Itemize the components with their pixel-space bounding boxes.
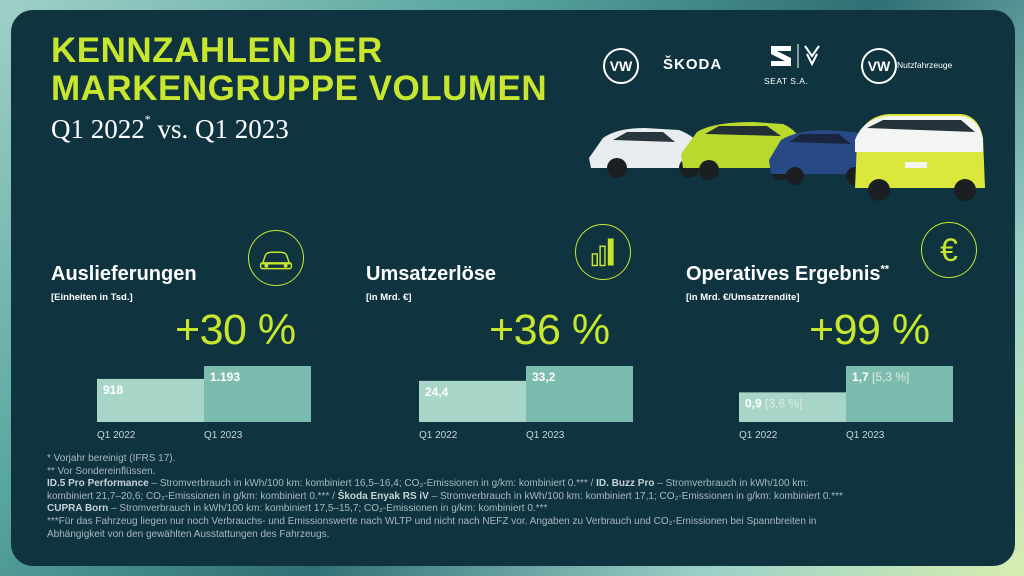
kpi-unit: [Einheiten in Tsd.] bbox=[51, 292, 133, 303]
vw-nutzfahrzeuge-logo-icon: VW bbox=[861, 48, 897, 84]
category-label: Q1 2022 bbox=[739, 430, 778, 441]
kpi-title: Operatives Ergebnis** bbox=[686, 263, 889, 286]
footnote-text: – Stromverbrauch in kWh/100 km: kombinie… bbox=[108, 503, 548, 515]
car-model-name: Škoda Enyak RS iV bbox=[337, 490, 429, 502]
bar-value-label: 1,7 [5,3 %] bbox=[852, 370, 909, 384]
footnote-2: ** Vor Sondereinflüssen. bbox=[47, 465, 156, 477]
white-suv-icon bbox=[589, 128, 711, 178]
subtitle: Q1 2022* vs. Q1 2023 bbox=[51, 112, 289, 145]
footnote-text: – Stromverbrauch in kWh/100 km: kombinie… bbox=[428, 490, 843, 502]
subtitle-period-b: vs. Q1 2023 bbox=[150, 114, 289, 144]
vw-logo-icon: VW bbox=[603, 48, 639, 84]
footnote-5: CUPRA Born – Stromverbrauch in kWh/100 k… bbox=[47, 503, 997, 516]
bar-q1-2022 bbox=[97, 378, 204, 422]
footnote-4: kombiniert 21,7–20,6; CO₂-Emissionen in … bbox=[47, 491, 997, 504]
bar-q1-2023 bbox=[846, 366, 953, 422]
footnote-1: * Vorjahr bereinigt (IFRS 17). bbox=[47, 453, 176, 464]
category-label: Q1 2023 bbox=[846, 430, 885, 441]
kpi-title-text: Operatives Ergebnis bbox=[686, 263, 881, 285]
vw-logo-text: VW bbox=[609, 58, 633, 74]
category-label: Q1 2022 bbox=[419, 430, 458, 441]
nutzfahrzeuge-label: Nutzfahrzeuge bbox=[897, 60, 953, 70]
kpi-change: +99 % bbox=[809, 306, 930, 354]
bar-value-label: 0,9 [3,6 %] bbox=[745, 396, 802, 410]
kpi-unit: [in Mrd. €/Umsatzrendite] bbox=[686, 292, 800, 303]
infographic-card: KENNZAHLEN DER MARKENGRUPPE VOLUMEN Q1 2… bbox=[11, 10, 1015, 566]
car-model-name: ID.5 Pro Performance bbox=[47, 478, 149, 490]
bar-q1-2023 bbox=[526, 366, 633, 422]
bar-value-label: 33,2 bbox=[532, 370, 556, 384]
kpi-unit: [in Mrd. €] bbox=[366, 292, 412, 303]
cars-illustration bbox=[589, 114, 985, 201]
bar-value-label: 1.193 bbox=[210, 370, 240, 384]
brand-logos: VW ŠKODA SEAT S.A. VW Nutzfahrzeuge bbox=[601, 38, 981, 98]
kpi-title: Auslieferungen bbox=[51, 263, 197, 285]
bar-q1-2022 bbox=[739, 392, 846, 422]
footnote-text: kombiniert 21,7–20,6; CO₂-Emissionen in … bbox=[47, 490, 338, 502]
title-line-2: MARKENGRUPPE VOLUMEN bbox=[51, 69, 548, 108]
kpi-title: Umsatzerlöse bbox=[366, 263, 497, 285]
footnote-text: – Stromverbrauch in kWh/100 km: bbox=[654, 478, 809, 490]
page-title: KENNZAHLEN DER MARKENGRUPPE VOLUMEN bbox=[51, 32, 547, 108]
bar-q1-2023 bbox=[204, 366, 311, 422]
title-line-1: KENNZAHLEN DER bbox=[51, 31, 383, 70]
bar-q1-2022 bbox=[419, 380, 526, 422]
category-label: Q1 2023 bbox=[204, 430, 243, 441]
seat-cupra-logo-icon bbox=[771, 44, 820, 68]
vw-nutz-logo-text: VW bbox=[867, 58, 891, 74]
footnotes: * Vorjahr bereinigt (IFRS 17). ** Vor So… bbox=[47, 453, 997, 541]
bar-value-label: 24,4 bbox=[425, 385, 449, 399]
kpi-change: +30 % bbox=[175, 306, 296, 354]
bar-value-label: 918 bbox=[103, 383, 123, 397]
footnote-6: ***Für das Fahrzeug liegen nur noch Verb… bbox=[47, 515, 817, 527]
footnote-7: Abhängigkeit von den gewählten Ausstattu… bbox=[47, 528, 330, 540]
kpi-change: +36 % bbox=[489, 306, 610, 354]
footnote-3: ID.5 Pro Performance – Stromverbrauch in… bbox=[47, 478, 997, 491]
footnote-text: – Stromverbrauch in kWh/100 km: kombinie… bbox=[148, 478, 597, 490]
operating-result-bar-chart: 0,9 [3,6 %] Q1 2022 1,7 [5,3 %] Q1 2023 bbox=[739, 366, 953, 441]
euro-icon: € bbox=[921, 222, 977, 278]
revenue-bar-chart: 24,4 Q1 2022 33,2 Q1 2023 bbox=[419, 366, 633, 441]
category-label: Q1 2022 bbox=[97, 430, 136, 441]
subtitle-period-a: Q1 2022 bbox=[51, 114, 145, 144]
kpi-title-footnote-mark: ** bbox=[880, 263, 890, 276]
bar-chart-icon bbox=[575, 224, 631, 280]
deliveries-bar-chart: 918 Q1 2022 1.193 Q1 2023 bbox=[97, 366, 311, 441]
car-model-name: CUPRA Born bbox=[47, 503, 109, 515]
seat-logo-label: SEAT S.A. bbox=[764, 76, 809, 86]
subtitle-footnote-mark: * bbox=[144, 112, 151, 126]
car-model-name: ID. Buzz Pro bbox=[596, 478, 655, 490]
car-front-icon bbox=[248, 230, 304, 286]
category-label: Q1 2023 bbox=[526, 430, 565, 441]
skoda-logo: ŠKODA bbox=[663, 56, 723, 73]
yellow-id-buzz-icon bbox=[855, 114, 985, 201]
